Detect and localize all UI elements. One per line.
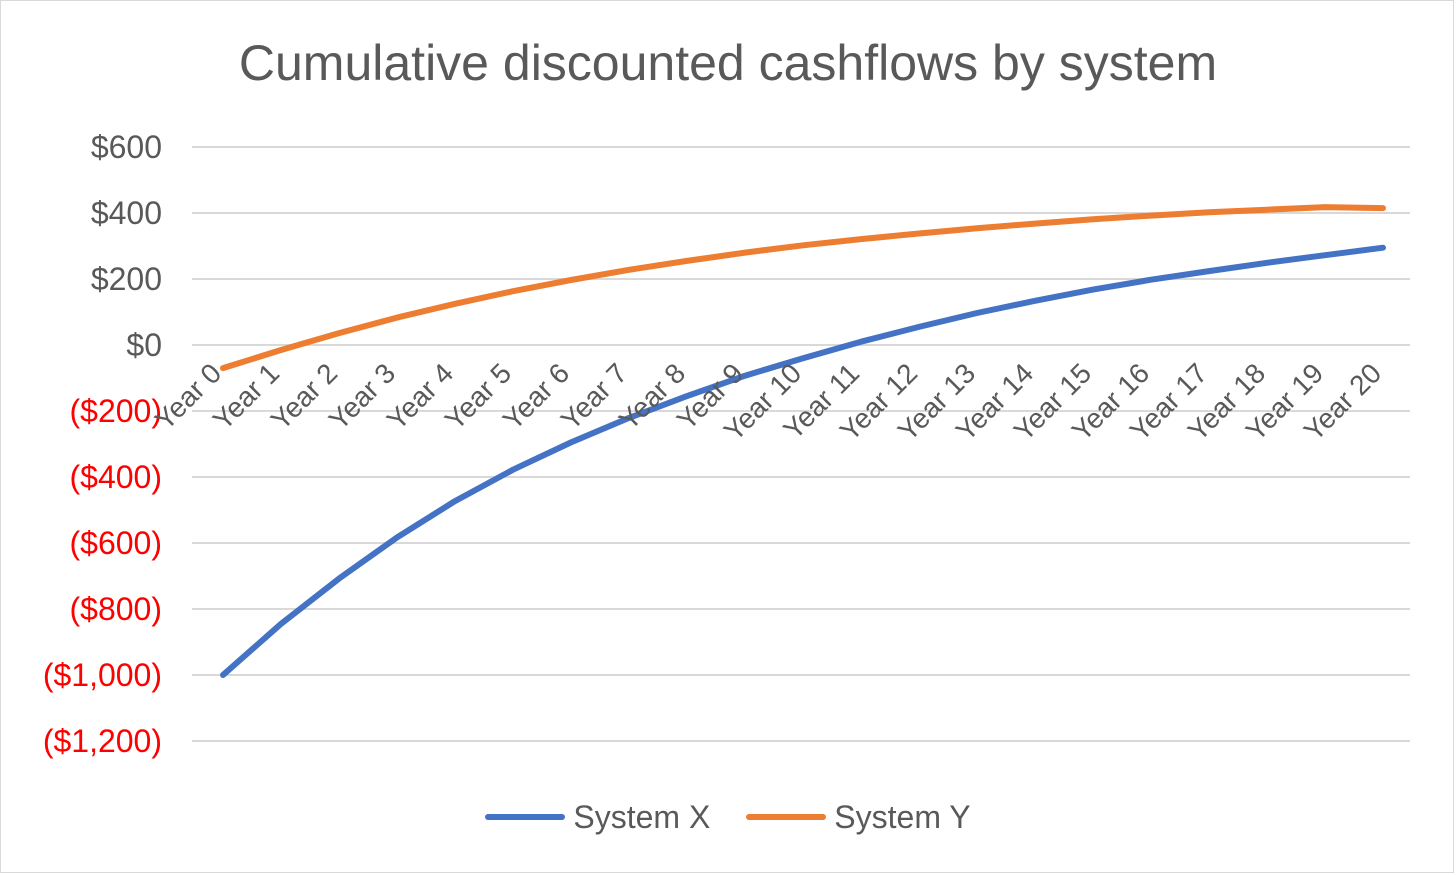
x-tick-label: Year 4 xyxy=(381,357,459,435)
y-tick-label: ($200) xyxy=(70,393,163,429)
series-lines xyxy=(220,204,1386,678)
legend: System X System Y xyxy=(0,794,1456,840)
y-tick-label: ($800) xyxy=(70,591,163,627)
y-tick-label: ($400) xyxy=(70,459,163,495)
y-tick-label: ($600) xyxy=(70,525,163,561)
y-tick-label: $400 xyxy=(91,195,162,231)
legend-item-system-x: System X xyxy=(485,799,710,836)
y-tick-label: ($1,000) xyxy=(43,657,162,693)
chart-title: Cumulative discounted cashflows by syste… xyxy=(238,35,1218,91)
legend-label-system-y: System Y xyxy=(834,798,971,835)
legend-swatch-system-x xyxy=(485,814,566,820)
legend-swatch-system-y xyxy=(746,814,827,820)
y-tick-label: ($1,200) xyxy=(43,723,162,759)
x-tick-label: Year 5 xyxy=(439,357,517,435)
y-tick-label: $0 xyxy=(126,327,162,363)
series-line-system-x xyxy=(220,244,1386,678)
y-tick-label: $200 xyxy=(91,261,162,297)
y-tick-label: $600 xyxy=(91,129,162,165)
x-tick-label: Year 3 xyxy=(323,357,401,435)
x-tick-label: Year 2 xyxy=(265,357,343,435)
y-axis-tick-labels: $600 $400 $200 $0 ($200) ($400) ($600) ($800) ($… xyxy=(43,129,162,759)
legend-label-system-x: System X xyxy=(573,798,711,835)
x-tick-label: Year 1 xyxy=(207,357,285,435)
x-tick-label: Year 6 xyxy=(497,357,575,435)
series-line-system-y xyxy=(220,204,1386,372)
gridlines xyxy=(192,146,1410,742)
legend-item-system-y: System Y xyxy=(746,798,971,836)
